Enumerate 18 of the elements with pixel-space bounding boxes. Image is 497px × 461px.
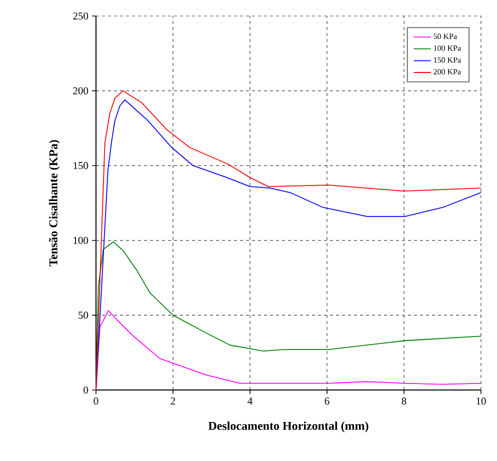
x-tick-label: 8 — [402, 398, 406, 405]
legend-label: 150 KPa — [434, 57, 461, 63]
x-axis-title: Deslocamento Horizontal (mm) — [208, 421, 368, 432]
y-tick-label: 0 — [84, 386, 88, 394]
y-tick-label: 100 — [74, 236, 88, 244]
x-tick-label: 0 — [94, 398, 98, 405]
x-tick-label: 2 — [170, 398, 176, 404]
y-tick-label: 50 — [78, 312, 88, 319]
y-axis-title: Tensão Cisalhante (KPa) — [48, 140, 60, 266]
x-tick-label: 6 — [324, 398, 330, 405]
y-tick-label: 150 — [74, 162, 88, 170]
legend-label: 100 KPa — [434, 45, 461, 51]
y-tick-label: 200 — [73, 87, 88, 94]
y-tick-label: 250 — [73, 12, 88, 20]
x-tick-label: 10 — [476, 398, 486, 405]
legend-label: 200 KPa — [434, 69, 461, 74]
x-tick-label: 4 — [248, 398, 252, 404]
legend-label: 50 KPa — [434, 34, 457, 40]
